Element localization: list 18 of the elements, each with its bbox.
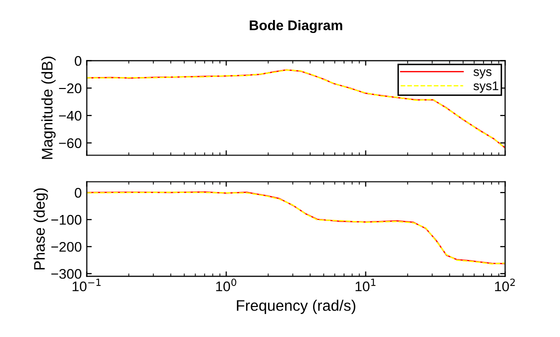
y-tick-label: −60 — [59, 138, 82, 148]
y-tick-label: 0 — [74, 188, 82, 198]
y-tick-label: −20 — [59, 83, 82, 94]
y-tick-label: 0 — [74, 56, 82, 66]
chart-title: Bode Diagram — [250, 20, 342, 34]
y-axis-title: Magnitude (dB) — [41, 56, 56, 159]
x-tick-label: 10$^{−1}$ — [72, 278, 101, 292]
y-tick-label: −300 — [51, 268, 82, 279]
y-tick-label: −100 — [51, 214, 82, 225]
x-axis-title: Frequency (rad/s) — [236, 300, 356, 314]
legend-label: sys1 — [474, 82, 498, 93]
y-tick-label: −40 — [59, 110, 82, 121]
legend-label: sys — [474, 69, 492, 79]
y-axis-title: Phase (deg) — [34, 188, 48, 270]
x-tick-label: 10$^{2}$ — [495, 278, 515, 292]
x-tick-label: 10$^{1}$ — [356, 278, 376, 292]
x-tick-label: 10$^{0}$ — [216, 278, 236, 292]
y-tick-label: −200 — [51, 242, 82, 252]
